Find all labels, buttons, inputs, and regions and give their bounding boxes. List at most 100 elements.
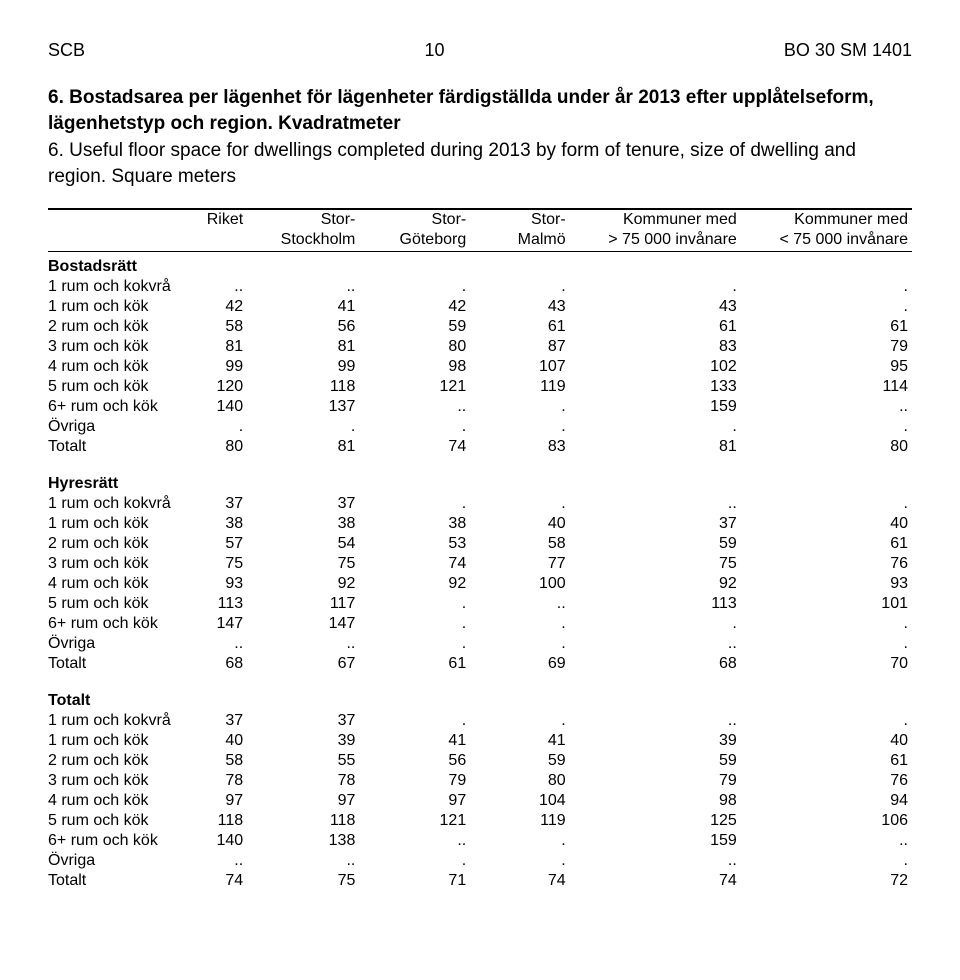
- cell: 80: [175, 437, 247, 457]
- row-label: Totalt: [48, 871, 175, 891]
- col-komlt-l1: Kommuner med: [741, 209, 912, 230]
- cell: 42: [359, 297, 470, 317]
- cell: 43: [470, 297, 569, 317]
- cell: 93: [175, 574, 247, 594]
- row-label: 5 rum och kök: [48, 594, 175, 614]
- cell: 113: [570, 594, 741, 614]
- cell: 83: [470, 437, 569, 457]
- table-row: 1 rum och kök4241424343.: [48, 297, 912, 317]
- cell: 39: [247, 731, 359, 751]
- cell: .: [470, 831, 569, 851]
- col-riket-l2: [175, 230, 247, 252]
- cell: .: [359, 634, 470, 654]
- cell: 54: [247, 534, 359, 554]
- table-row: 1 rum och kokvrå3737.....: [48, 711, 912, 731]
- cell: ..: [359, 397, 470, 417]
- row-label: 4 rum och kök: [48, 574, 175, 594]
- table-row: Övriga.........: [48, 851, 912, 871]
- cell: 58: [175, 751, 247, 771]
- cell: .: [247, 417, 359, 437]
- table-row: 1 rum och kök383838403740: [48, 514, 912, 534]
- cell: .: [470, 494, 569, 514]
- cell: 87: [470, 337, 569, 357]
- cell: 78: [175, 771, 247, 791]
- cell: 79: [359, 771, 470, 791]
- cell: ..: [247, 634, 359, 654]
- cell: .: [359, 614, 470, 634]
- cell: 98: [359, 357, 470, 377]
- cell: ..: [741, 831, 912, 851]
- row-label: 6+ rum och kök: [48, 614, 175, 634]
- cell: 40: [175, 731, 247, 751]
- row-label: 1 rum och kök: [48, 514, 175, 534]
- cell: 68: [570, 654, 741, 674]
- cell: 95: [741, 357, 912, 377]
- cell: .: [741, 614, 912, 634]
- cell: 140: [175, 397, 247, 417]
- row-label: Övriga: [48, 634, 175, 654]
- cell: 125: [570, 811, 741, 831]
- cell: 74: [359, 437, 470, 457]
- cell: .: [741, 417, 912, 437]
- cell: 119: [470, 811, 569, 831]
- row-label: 3 rum och kök: [48, 771, 175, 791]
- row-label: 1 rum och kokvrå: [48, 494, 175, 514]
- cell: 75: [247, 554, 359, 574]
- cell: 38: [175, 514, 247, 534]
- row-label: Övriga: [48, 417, 175, 437]
- cell: 56: [247, 317, 359, 337]
- title-swedish: 6. Bostadsarea per lägenhet för lägenhet…: [48, 85, 912, 136]
- cell: 41: [470, 731, 569, 751]
- cell: 61: [741, 751, 912, 771]
- cell: 40: [741, 731, 912, 751]
- cell: 118: [247, 377, 359, 397]
- table-row: 4 rum och kök9797971049894: [48, 791, 912, 811]
- col-stockholm-l1: Stor-: [247, 209, 359, 230]
- cell: 72: [741, 871, 912, 891]
- cell: ..: [741, 397, 912, 417]
- cell: .: [470, 851, 569, 871]
- row-label: 3 rum och kök: [48, 337, 175, 357]
- cell: 40: [470, 514, 569, 534]
- cell: 120: [175, 377, 247, 397]
- cell: 59: [570, 534, 741, 554]
- cell: 81: [247, 337, 359, 357]
- cell: 74: [175, 871, 247, 891]
- col-komgt-l1: Kommuner med: [570, 209, 741, 230]
- header-center: 10: [424, 40, 444, 61]
- cell: 74: [359, 554, 470, 574]
- cell: .: [741, 711, 912, 731]
- cell: 59: [359, 317, 470, 337]
- cell: .: [741, 277, 912, 297]
- section-header: Hyresrätt: [48, 457, 912, 494]
- header-right: BO 30 SM 1401: [784, 40, 912, 61]
- cell: .: [359, 594, 470, 614]
- cell: ..: [570, 851, 741, 871]
- table-row: 2 rum och kök585659616161: [48, 317, 912, 337]
- row-label: 6+ rum och kök: [48, 397, 175, 417]
- cell: 38: [359, 514, 470, 534]
- cell: 37: [247, 711, 359, 731]
- cell: 61: [359, 654, 470, 674]
- cell: 121: [359, 377, 470, 397]
- table-row: Totalt686761696870: [48, 654, 912, 674]
- cell: ..: [570, 711, 741, 731]
- cell: 159: [570, 397, 741, 417]
- cell: ..: [359, 831, 470, 851]
- table-row: 3 rum och kök818180878379: [48, 337, 912, 357]
- cell: 79: [570, 771, 741, 791]
- row-label: 5 rum och kök: [48, 377, 175, 397]
- table-row: 2 rum och kök575453585961: [48, 534, 912, 554]
- table-row: Övriga......: [48, 417, 912, 437]
- row-label: 2 rum och kök: [48, 751, 175, 771]
- cell: .: [359, 851, 470, 871]
- table-row: Totalt747571747472: [48, 871, 912, 891]
- cell: .: [175, 417, 247, 437]
- cell: .: [570, 277, 741, 297]
- cell: ..: [570, 634, 741, 654]
- table-row: 6+ rum och kök140138...159..: [48, 831, 912, 851]
- row-label: 6+ rum och kök: [48, 831, 175, 851]
- row-label: Totalt: [48, 437, 175, 457]
- row-label: 1 rum och kokvrå: [48, 277, 175, 297]
- row-label: Totalt: [48, 654, 175, 674]
